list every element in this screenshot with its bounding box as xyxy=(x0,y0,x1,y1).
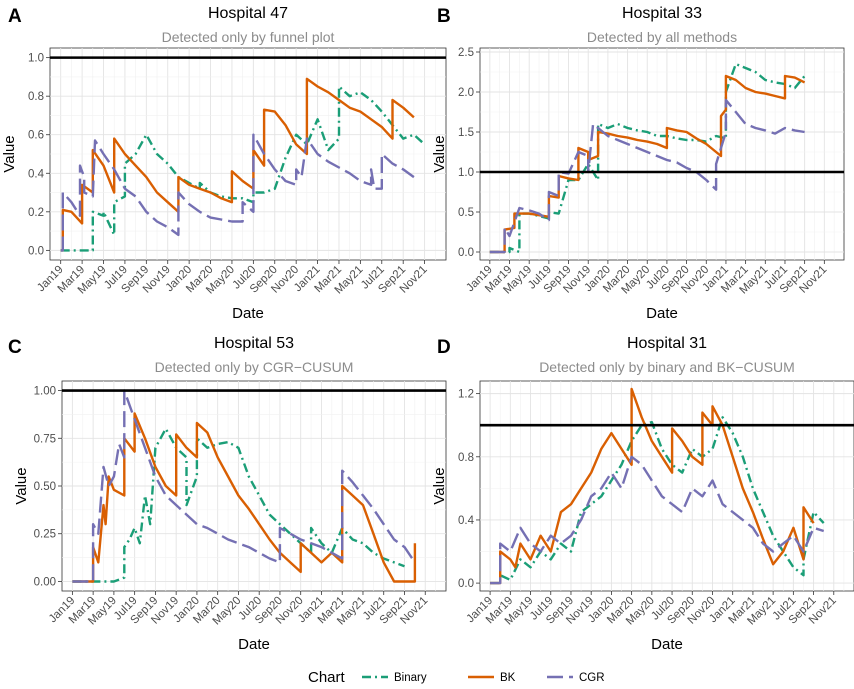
legend-label: CGR xyxy=(579,672,605,684)
series-line-cgr xyxy=(60,133,415,252)
panel-subtitle: Detected by all methods xyxy=(587,29,737,45)
series-group xyxy=(490,387,825,585)
panel-subtitle: Detected only by CGR−CUSUM xyxy=(155,359,354,375)
y-tick-label: 0.25 xyxy=(34,529,56,541)
panel-subtitle: Detected only by funnel plot xyxy=(162,29,335,45)
panel-d: D Hospital 31 Detected only by binary and … xyxy=(431,335,854,653)
y-tick-label: 1.2 xyxy=(458,389,474,401)
panel-title: Hospital 53 xyxy=(214,335,294,352)
panel-c: C Hospital 53 Detected only by CGR−CUSUM 0.… xyxy=(8,335,447,653)
x-axis-label: Date xyxy=(651,636,683,653)
panel-title: Hospital 33 xyxy=(622,5,702,22)
y-tick-label: 0.4 xyxy=(28,168,45,180)
y-axis-label: Value xyxy=(431,135,448,172)
series-group xyxy=(489,62,806,254)
panel-b: B Hospital 33 Detected by all methods 0.0 0.… xyxy=(431,5,845,322)
y-tick-label: 2.5 xyxy=(458,47,474,59)
legend-label: Binary xyxy=(394,672,427,684)
y-tick-label: 0.50 xyxy=(34,481,56,493)
y-axis-label: Value xyxy=(1,135,18,172)
panel-letter: A xyxy=(8,6,22,27)
panel-letter: C xyxy=(8,337,22,358)
legend: Chart Binary BK CGR xyxy=(308,669,605,686)
y-tick-label: 1.0 xyxy=(458,167,474,179)
legend-item-binary: Binary xyxy=(362,672,427,684)
panel-subtitle: Detected only by binary and BK−CUSUM xyxy=(539,359,795,375)
y-tick-label: 0.0 xyxy=(458,247,474,259)
legend-label: BK xyxy=(500,672,516,684)
panel-letter: D xyxy=(437,337,451,358)
series-line-binary xyxy=(490,416,825,585)
x-axis-label: Date xyxy=(238,636,270,653)
legend-item-bk: BK xyxy=(468,672,516,684)
panel-letter: B xyxy=(437,6,451,27)
y-tick-label: 0.75 xyxy=(34,433,56,445)
panel-title: Hospital 47 xyxy=(208,5,288,22)
legend-items: Binary BK CGR xyxy=(362,672,605,684)
series-line-bk xyxy=(60,77,415,252)
y-tick-label: 0.5 xyxy=(458,207,474,219)
y-tick-label: 0.4 xyxy=(458,515,475,527)
series-line-binary xyxy=(72,427,405,583)
y-tick-label: 1.00 xyxy=(34,386,56,398)
y-axis-label: Value xyxy=(13,467,30,504)
plot-area xyxy=(479,380,854,592)
y-tick-label: 1.0 xyxy=(28,53,44,65)
y-tick-label: 0.00 xyxy=(34,576,56,588)
panel-a: A Hospital 47 Detected only by funnel plot… xyxy=(1,5,447,322)
legend-title: Chart xyxy=(308,669,346,686)
y-tick-label: 0.0 xyxy=(458,578,474,590)
y-tick-label: 0.2 xyxy=(28,207,44,219)
y-tick-label: 2.0 xyxy=(458,87,474,99)
plot-area xyxy=(479,47,845,261)
panel-title: Hospital 31 xyxy=(627,335,707,352)
y-tick-label: 0.6 xyxy=(28,130,44,142)
series-line-bk xyxy=(72,412,417,583)
series-line-cgr xyxy=(489,98,805,254)
y-tick-label: 0.0 xyxy=(28,245,44,257)
x-axis-label: Date xyxy=(646,305,678,322)
panels: A Hospital 47 Detected only by funnel plot… xyxy=(1,5,854,653)
y-tick-label: 0.8 xyxy=(28,91,44,103)
legend-item-cgr: CGR xyxy=(547,672,605,684)
series-line-binary xyxy=(489,62,806,254)
y-tick-label: 0.8 xyxy=(458,452,474,464)
y-tick-label: 1.5 xyxy=(458,127,474,139)
series-line-cgr xyxy=(72,389,416,583)
series-group xyxy=(72,389,417,583)
series-group xyxy=(60,77,426,252)
series-line-cgr xyxy=(490,455,825,585)
y-axis-label: Value xyxy=(431,467,448,504)
x-axis-label: Date xyxy=(232,305,264,322)
